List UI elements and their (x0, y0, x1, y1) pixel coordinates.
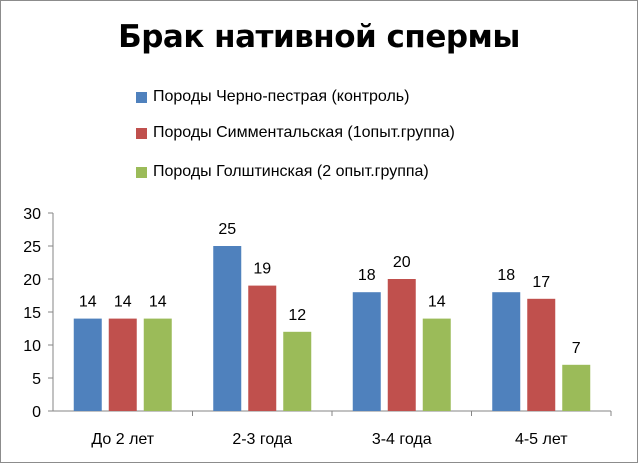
legend-label-series-3: Породы Голштинская (2 опыт.группа) (153, 163, 429, 180)
bar-series-1 (492, 292, 521, 411)
y-tick-label: 20 (23, 272, 41, 289)
bar-series-1 (73, 318, 102, 411)
data-label: 18 (497, 267, 515, 284)
bar-series-3 (562, 364, 591, 411)
bar-series-3 (143, 318, 172, 411)
x-tick-label: 4-5 лет (515, 431, 568, 448)
data-label: 25 (218, 221, 236, 238)
bar-series-3 (283, 331, 312, 411)
y-tick-label: 25 (23, 239, 41, 256)
data-label: 14 (114, 294, 132, 311)
legend-item-series-2: Породы Симментальская (1опыт.группа) (136, 123, 455, 143)
bar-series-1 (352, 292, 381, 411)
y-tick-label: 30 (23, 206, 41, 223)
bar-series-3 (422, 318, 451, 411)
data-label: 7 (572, 340, 581, 357)
data-label: 14 (79, 294, 97, 311)
bar-series-2 (527, 298, 556, 411)
y-tick-label: 0 (32, 404, 41, 421)
bar-series-2 (248, 285, 277, 411)
legend-item-series-3: Породы Голштинская (2 опыт.группа) (136, 162, 429, 182)
data-label: 17 (532, 274, 550, 291)
bar-series-1 (213, 246, 242, 411)
data-label: 20 (393, 254, 411, 271)
data-label: 12 (288, 307, 306, 324)
legend-swatch-series-1 (136, 91, 147, 103)
legend-label-series-1: Породы Черно-пестрая (контроль) (153, 88, 410, 105)
data-label: 19 (253, 261, 271, 278)
bar-series-2 (387, 279, 416, 411)
chart-title: Брак нативной спермы (118, 19, 520, 55)
legend-item-series-1: Породы Черно-пестрая (контроль) (136, 87, 409, 107)
y-tick-label: 15 (23, 305, 41, 322)
x-tick-label: До 2 лет (91, 431, 154, 448)
data-label: 18 (358, 267, 376, 284)
legend-swatch-series-2 (136, 127, 147, 139)
data-label: 14 (428, 294, 446, 311)
legend-swatch-series-3 (136, 166, 147, 178)
y-tick-label: 5 (32, 371, 41, 388)
bar-series-2 (108, 318, 137, 411)
y-tick-label: 10 (23, 338, 41, 355)
legend-label-series-2: Породы Симментальская (1опыт.группа) (153, 124, 455, 141)
data-label: 14 (149, 294, 167, 311)
x-tick-label: 3-4 года (372, 431, 432, 448)
x-tick-label: 2-3 года (232, 431, 292, 448)
